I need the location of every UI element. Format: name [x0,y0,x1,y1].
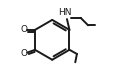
Text: O: O [20,25,27,34]
Text: O: O [21,49,28,58]
Text: HN: HN [59,8,72,17]
